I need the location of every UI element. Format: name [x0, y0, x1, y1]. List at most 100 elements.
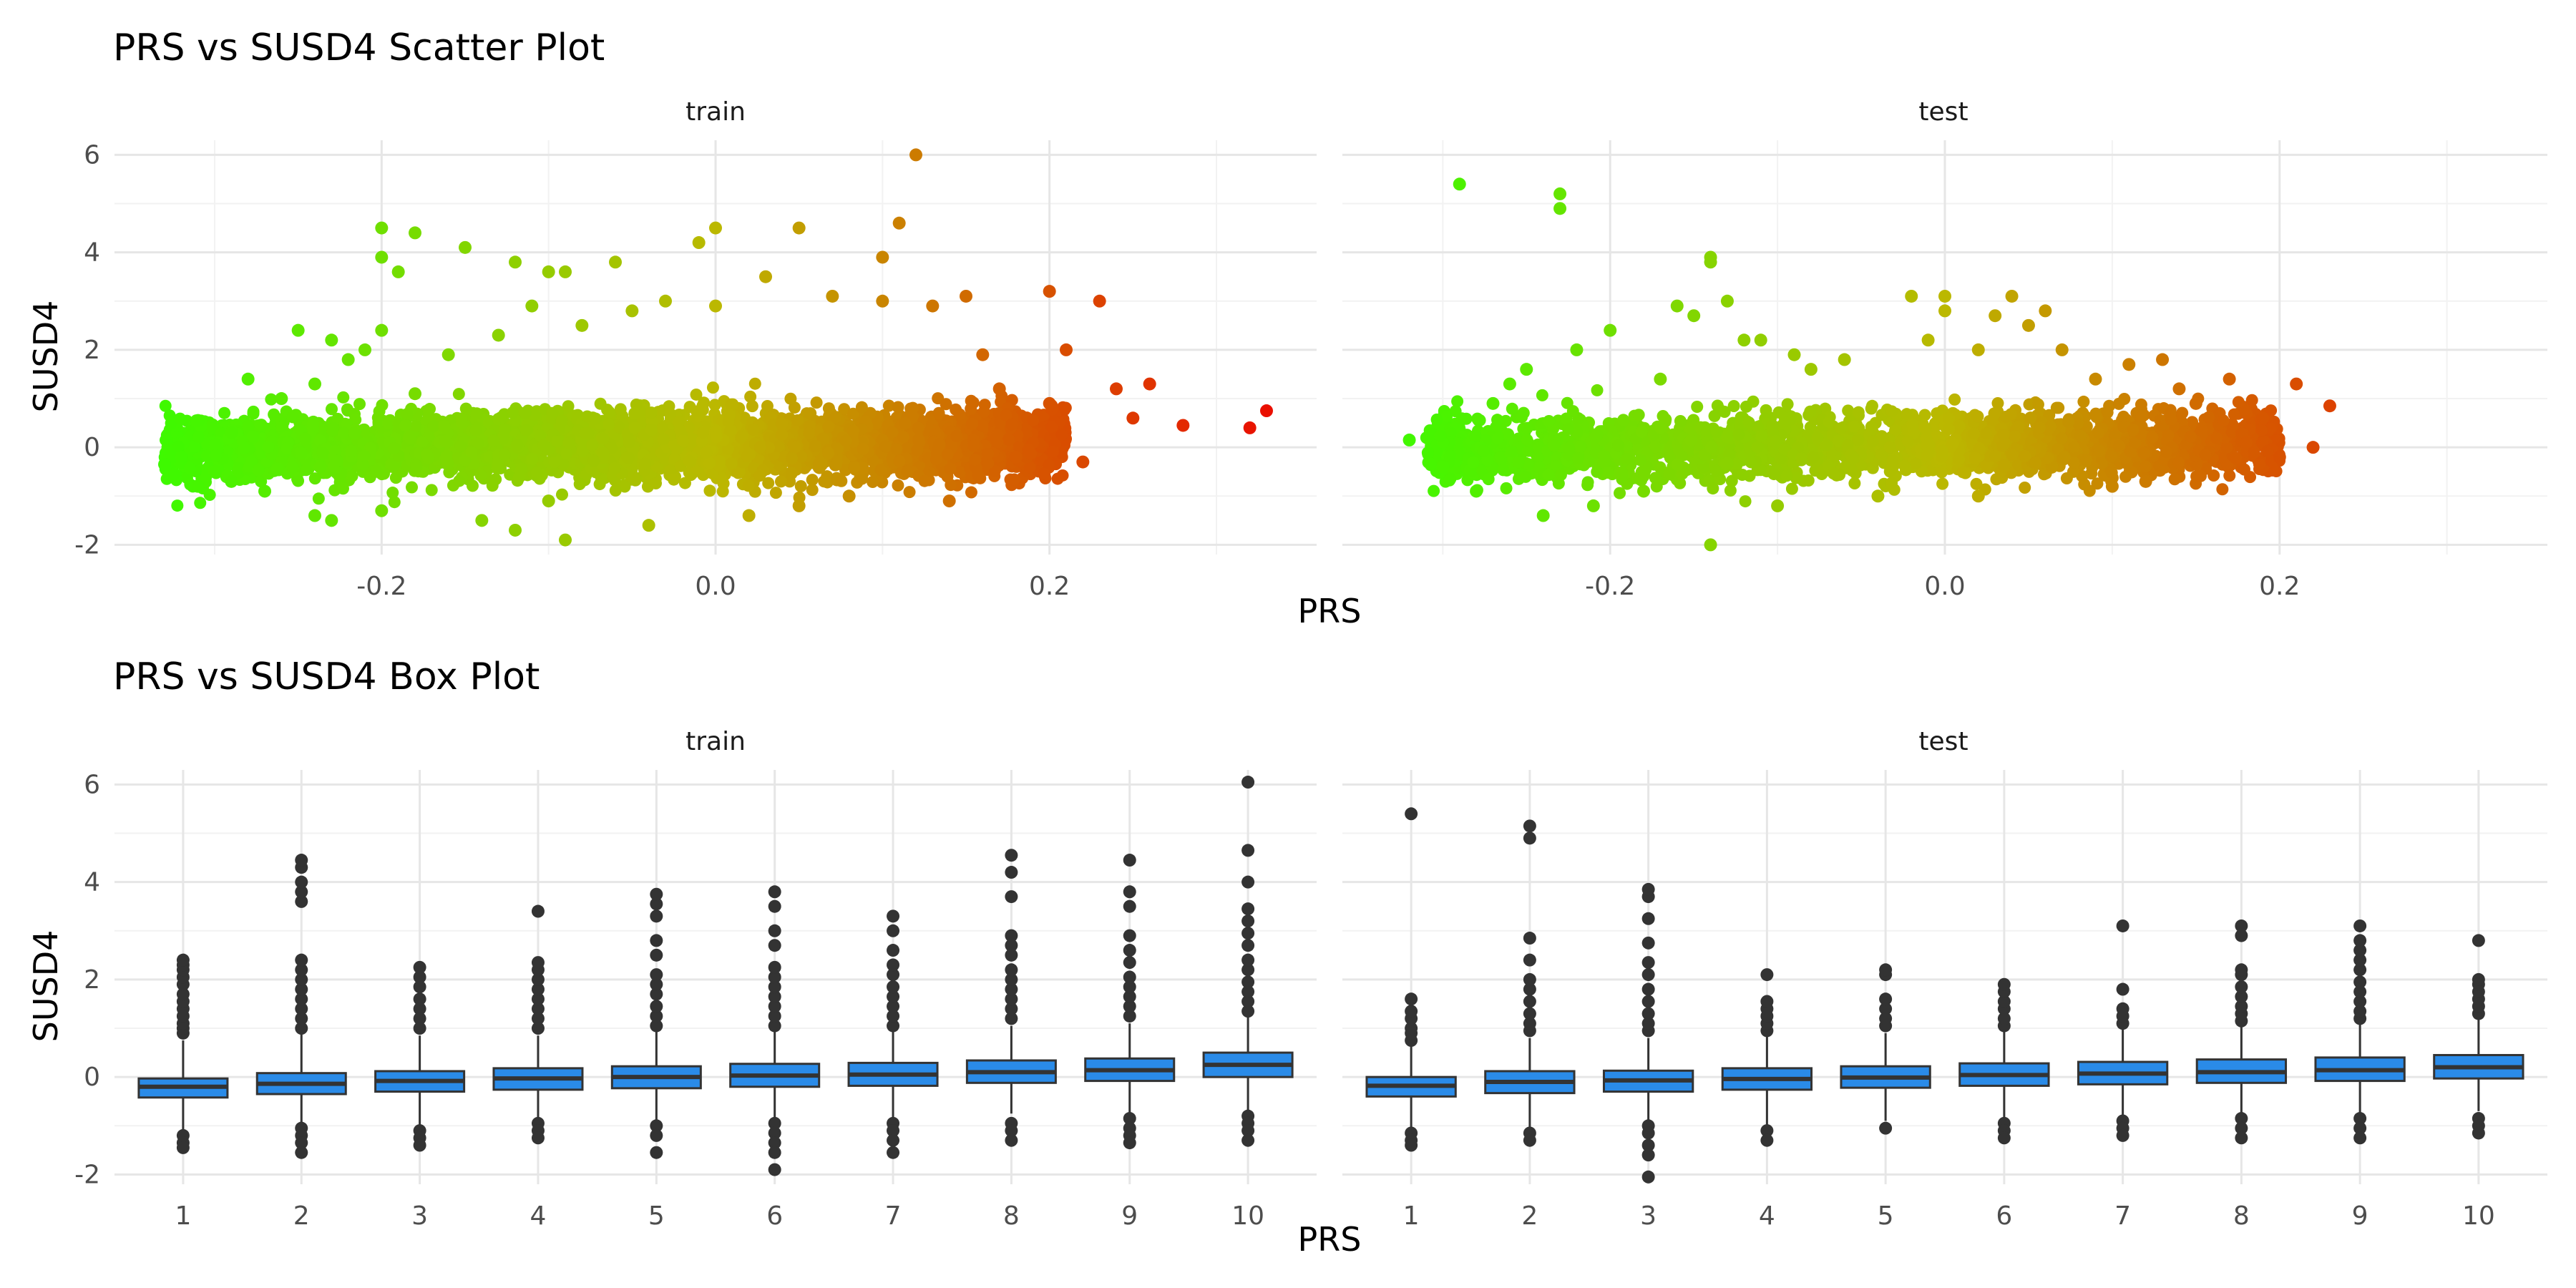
- scatter-point: [391, 265, 405, 278]
- scatter-point: [977, 405, 990, 418]
- scatter-point: [550, 435, 563, 448]
- scatter-point: [944, 462, 957, 475]
- scatter-point: [562, 400, 575, 413]
- scatter-point: [262, 441, 275, 454]
- scatter-point: [353, 398, 366, 411]
- scatter-point: [388, 496, 401, 509]
- scatter-point: [874, 464, 887, 477]
- scatter-point: [325, 333, 338, 347]
- scatter-point: [191, 479, 205, 493]
- scatter-point: [194, 497, 207, 509]
- scatter-x-tick-label: -0.2: [356, 572, 406, 601]
- scatter-point: [241, 372, 255, 386]
- scatter-point: [645, 424, 658, 436]
- scatter-point: [519, 406, 532, 419]
- scatter-point: [806, 474, 819, 487]
- scatter-point: [286, 411, 299, 424]
- scatter-point: [762, 477, 775, 489]
- scatter-point: [409, 387, 421, 401]
- scatter-point: [172, 440, 185, 453]
- scatter-point: [579, 426, 592, 439]
- scatter-point: [1176, 419, 1190, 432]
- scatter-point: [280, 442, 293, 455]
- scatter-point: [593, 478, 606, 491]
- scatter-point: [308, 377, 321, 391]
- scatter-point: [252, 464, 265, 477]
- scatter-point: [1002, 433, 1015, 446]
- scatter-point: [867, 476, 879, 489]
- scatter-point: [776, 429, 789, 441]
- scatter-point: [785, 467, 798, 479]
- scatter-point: [341, 353, 355, 366]
- scatter-point: [771, 440, 784, 453]
- scatter-point: [597, 432, 610, 445]
- scatter-point: [776, 417, 789, 430]
- scatter-point: [443, 466, 456, 479]
- scatter-point: [375, 221, 389, 235]
- scatter-point: [594, 397, 607, 410]
- scatter-point: [210, 449, 223, 462]
- scatter-point: [897, 431, 909, 444]
- scatter-point: [1047, 445, 1060, 458]
- scatter-point: [427, 420, 440, 433]
- scatter-point: [225, 474, 238, 488]
- scatter-point: [829, 459, 842, 472]
- scatter-point: [372, 416, 385, 429]
- scatter-point: [470, 407, 483, 420]
- scatter-x-tick-label: 0.2: [1029, 572, 1070, 601]
- scatter-point: [789, 441, 801, 454]
- scatter-point: [713, 454, 726, 467]
- scatter-point: [709, 221, 722, 235]
- scatter-point: [967, 439, 980, 452]
- scatter-point: [499, 423, 512, 436]
- scatter-point: [940, 398, 952, 411]
- scatter-point: [404, 431, 417, 444]
- scatter-point: [848, 461, 861, 474]
- scatter-point: [976, 348, 990, 361]
- scatter-point: [700, 447, 713, 459]
- scatter-point: [1093, 294, 1106, 308]
- scatter-point: [696, 399, 709, 412]
- scatter-point: [410, 462, 423, 474]
- scatter-point: [587, 454, 600, 467]
- scatter-point: [725, 457, 738, 470]
- scatter-point: [674, 424, 687, 436]
- scatter-point: [795, 450, 808, 463]
- scatter-point: [328, 445, 341, 458]
- scatter-point: [209, 438, 222, 451]
- scatter-point: [586, 439, 599, 452]
- scatter-x-tick-label: 0.0: [695, 572, 736, 601]
- scatter-point: [609, 484, 622, 497]
- scatter-point: [747, 423, 760, 436]
- scatter-point: [842, 489, 856, 503]
- scatter-point: [892, 479, 904, 492]
- scatter-point: [639, 457, 652, 470]
- scatter-point: [806, 484, 819, 497]
- scatter-point: [907, 401, 919, 414]
- scatter-point: [965, 417, 978, 430]
- scatter-point: [573, 478, 586, 491]
- scatter-point: [642, 519, 655, 532]
- scatter-point: [710, 431, 723, 444]
- scatter-point: [246, 430, 259, 443]
- scatter-point: [886, 426, 899, 439]
- scatter-point: [706, 381, 719, 394]
- scatter-point: [703, 484, 716, 497]
- scatter-point: [953, 408, 966, 421]
- scatter-point: [545, 412, 558, 425]
- scatter-point: [265, 393, 278, 406]
- scatter-point: [901, 441, 914, 454]
- scatter-point: [746, 400, 758, 413]
- scatter-point: [336, 482, 349, 495]
- scatter-point: [726, 398, 739, 411]
- scatter-point: [1005, 418, 1018, 431]
- scatter-point: [308, 472, 321, 485]
- scatter-point: [645, 406, 658, 419]
- scatter-point: [1059, 401, 1072, 414]
- scatter-point: [498, 449, 511, 462]
- scatter-point: [469, 424, 482, 436]
- scatter-point: [792, 221, 806, 235]
- scatter-x-axis-label: PRS: [1298, 592, 1362, 630]
- scatter-point: [912, 421, 924, 434]
